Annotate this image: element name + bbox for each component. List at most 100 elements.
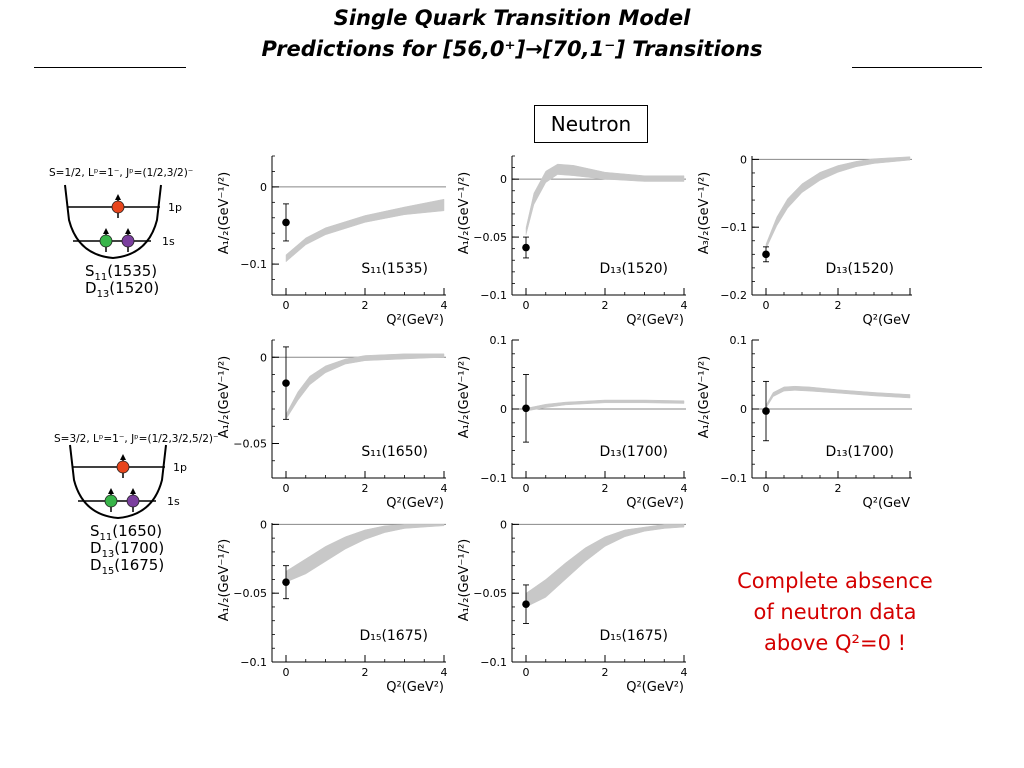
quark-green xyxy=(104,494,118,508)
prediction-band xyxy=(525,163,685,236)
y-axis-label: A₁/₂(GeV⁻¹/²) xyxy=(217,539,232,621)
level-1s-label: 1s xyxy=(162,235,175,248)
x-tick-label: 2 xyxy=(602,299,609,312)
prediction-band xyxy=(285,524,445,583)
y-tick-label: 0 xyxy=(260,351,267,364)
y-axis-label: A₁/₂(GeV⁻¹/²) xyxy=(457,539,472,621)
x-tick-label: 2 xyxy=(362,666,369,679)
y-tick-label: 0 xyxy=(260,181,267,194)
quark-green xyxy=(99,234,113,248)
y-tick-label: −0.05 xyxy=(473,231,507,244)
data-point xyxy=(522,404,530,413)
chart-panel-1: −0.1 0 0 2 4Q²(GeV²) A₁/₂(GeV⁻¹/²) S₁₁(1535) xyxy=(217,155,448,328)
level-1p-label: 1p xyxy=(173,461,187,474)
prediction-band xyxy=(525,524,685,608)
state-label: S₁₁(1535) xyxy=(361,261,428,277)
y-tick-label: −0.05 xyxy=(233,587,267,600)
x-tick-label: 4 xyxy=(681,482,688,495)
x-tick-label: 4 xyxy=(681,299,688,312)
x-axis-label: Q²(GeV²) xyxy=(386,496,444,511)
title-rule-left xyxy=(34,67,186,68)
prediction-band xyxy=(285,353,445,420)
y-axis-label: A₁/₂(GeV⁻¹/²) xyxy=(697,356,712,438)
diagram-state-label: S11(1650) xyxy=(90,522,162,543)
x-tick-label: 0 xyxy=(523,299,530,312)
y-tick-label: −0.1 xyxy=(240,656,267,669)
prediction-band xyxy=(525,399,685,412)
x-tick-label: 4 xyxy=(441,482,448,495)
diagram-state-label: D13(1520) xyxy=(85,279,159,300)
neutron-label: Neutron xyxy=(534,105,648,143)
state-label: S₁₁(1650) xyxy=(361,444,428,460)
prediction-band xyxy=(765,156,911,250)
diagram-state-label: D15(1675) xyxy=(90,556,164,577)
x-tick-label: 4 xyxy=(441,666,448,679)
data-point xyxy=(282,379,290,387)
chart-panel-3: −0.2 −0.1 0 0 2 Q²(GeV A₃/₂(GeV⁻¹/²) D₁₃(1520) xyxy=(697,153,912,328)
x-tick-label: 2 xyxy=(602,666,609,679)
note-text: Complete absence of neutron data above Q… xyxy=(700,566,970,659)
x-axis-label: Q²(GeV²) xyxy=(626,313,684,328)
title-line-1: Single Quark Transition Model xyxy=(333,6,691,30)
y-tick-label: −0.1 xyxy=(720,472,747,485)
x-tick-label: 0 xyxy=(523,666,530,679)
chart-panel-6: −0.1 0 0.1 0 2 Q²(GeV A₁/₂(GeV⁻¹/²) D₁₃(1700) xyxy=(697,334,912,511)
y-tick-label: −0.1 xyxy=(480,289,507,302)
y-tick-label: −0.1 xyxy=(240,258,267,271)
y-axis-label: A₁/₂(GeV⁻¹/²) xyxy=(217,172,232,254)
quark-red xyxy=(111,200,125,214)
x-tick-label: 0 xyxy=(523,482,530,495)
y-tick-label: 0 xyxy=(500,173,507,186)
data-point xyxy=(282,218,290,227)
y-tick-label: −0.1 xyxy=(720,221,747,234)
y-tick-label: −0.1 xyxy=(480,656,507,669)
state-label: D₁₃(1520) xyxy=(599,261,668,277)
potential-well xyxy=(69,444,167,520)
quark-diagram-1: S=1/2, Lᵖ=1⁻, Jᵖ=(1/2,3/2)⁻ 1p 1s S11(1535)… xyxy=(49,167,193,300)
y-tick-label: −0.1 xyxy=(480,472,507,485)
y-tick-label: 0 xyxy=(260,518,267,531)
chart-panel-2: −0.1 −0.05 0 0 2 4Q²(GeV²) A₁/₂(GeV⁻¹/²) D₁₃(15… xyxy=(457,155,688,328)
note-line-1: Complete absence xyxy=(737,569,933,593)
y-tick-label: 0 xyxy=(500,518,507,531)
data-point xyxy=(762,407,770,415)
quark-purple xyxy=(121,234,135,248)
y-tick-label: −0.05 xyxy=(473,587,507,600)
state-label: D₁₅(1675) xyxy=(359,628,428,644)
x-tick-label: 2 xyxy=(835,482,842,495)
chart-panel-4: −0.05 0 0 2 4Q²(GeV²) A₁/₂(GeV⁻¹/²) S₁₁(1650) xyxy=(217,339,448,511)
spin-arrowhead xyxy=(103,228,109,234)
title-line-2: Predictions for [56,0⁺]→[70,1⁻] Transiti… xyxy=(261,37,763,61)
data-point xyxy=(282,578,290,586)
x-tick-label: 4 xyxy=(441,299,448,312)
quark-red xyxy=(116,460,130,474)
y-tick-label: −0.05 xyxy=(233,438,267,451)
y-axis-label: A₁/₂(GeV⁻¹/²) xyxy=(457,172,472,254)
state-label: D₁₃(1520) xyxy=(825,261,894,277)
data-point xyxy=(522,600,530,608)
x-tick-label: 2 xyxy=(835,299,842,312)
y-tick-label: 0 xyxy=(740,153,747,166)
x-axis-label: Q²(GeV²) xyxy=(386,680,444,695)
y-tick-label: 0.1 xyxy=(730,334,748,347)
chart-panel-7: −0.1 −0.05 0 0 2 4Q²(GeV²) A₁/₂(GeV⁻¹/²) D₁₅(16… xyxy=(217,518,448,695)
title-rule-right xyxy=(852,67,982,68)
x-tick-label: 0 xyxy=(283,299,290,312)
potential-well xyxy=(64,184,162,260)
x-axis-label: Q²(GeV²) xyxy=(386,313,444,328)
x-tick-label: 2 xyxy=(362,299,369,312)
x-tick-label: 2 xyxy=(362,482,369,495)
y-axis-label: A₃/₂(GeV⁻¹/²) xyxy=(697,172,712,254)
x-tick-label: 0 xyxy=(763,299,770,312)
prediction-band xyxy=(765,385,911,409)
state-label: D₁₅(1675) xyxy=(599,628,668,644)
x-axis-label: Q²(GeV xyxy=(863,496,911,511)
x-tick-label: 0 xyxy=(763,482,770,495)
note-line-3: above Q²=0 ! xyxy=(763,631,907,655)
diagram-header: S=1/2, Lᵖ=1⁻, Jᵖ=(1/2,3/2)⁻ xyxy=(49,167,193,179)
spin-arrowhead xyxy=(115,194,121,200)
y-axis-label: A₁/₂(GeV⁻¹/²) xyxy=(217,356,232,438)
x-axis-label: Q²(GeV xyxy=(863,313,911,328)
quark-purple xyxy=(126,494,140,508)
